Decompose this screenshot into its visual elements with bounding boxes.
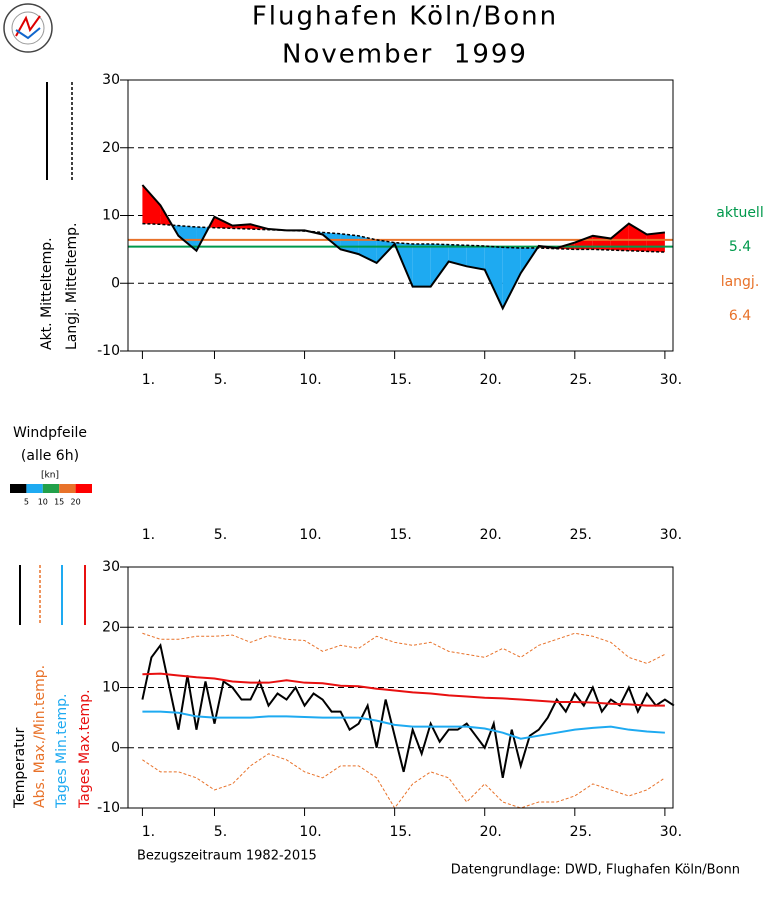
colorbar-segment bbox=[59, 484, 76, 493]
colorbar-segment bbox=[42, 484, 60, 493]
x-tick-label: 30. bbox=[660, 824, 682, 840]
chart-subtitle: November 1999 bbox=[282, 40, 528, 70]
series-line bbox=[142, 753, 666, 809]
wind-unit: [kn] bbox=[41, 471, 59, 481]
x-tick-label: 5. bbox=[214, 372, 227, 388]
x-tick-label: 15. bbox=[390, 372, 412, 388]
source: Datengrundlage: DWD, Flughafen Köln/Bonn bbox=[451, 863, 740, 878]
area-above bbox=[142, 185, 161, 225]
annotation-value: 5.4 bbox=[729, 239, 751, 255]
x-tick-label: 10. bbox=[299, 372, 321, 388]
area-above bbox=[646, 232, 665, 253]
series-line bbox=[142, 632, 666, 664]
y-tick-label: 10 bbox=[102, 208, 120, 224]
plot-frame bbox=[127, 79, 674, 352]
area-below bbox=[178, 225, 197, 251]
x-tick-label: 1. bbox=[142, 527, 155, 543]
area-below bbox=[430, 243, 449, 287]
colorbar-tick: 20 bbox=[71, 498, 81, 507]
wind-title: Windpfeile bbox=[13, 425, 87, 441]
x-tick-label: 1. bbox=[142, 372, 155, 388]
logo-ring bbox=[3, 3, 53, 53]
y-tick-label: 10 bbox=[102, 680, 120, 696]
x-tick-label: 15. bbox=[390, 527, 412, 543]
x-tick-label: 10. bbox=[299, 527, 321, 543]
annotation-value: 6.4 bbox=[729, 308, 751, 324]
x-tick-label: 25. bbox=[570, 824, 592, 840]
x-tick-label: 10. bbox=[299, 824, 321, 840]
x-tick-label: 25. bbox=[570, 527, 592, 543]
y-tick-label: -10 bbox=[97, 343, 120, 359]
area-above bbox=[628, 223, 647, 252]
logo-red bbox=[15, 15, 41, 37]
chart-title: Flughafen Köln/Bonn bbox=[252, 2, 558, 32]
area-below bbox=[340, 233, 359, 255]
logo-blue bbox=[15, 27, 41, 40]
colorbar-segment bbox=[75, 484, 92, 493]
legend-label: Akt. Mitteltemp. bbox=[39, 237, 55, 350]
legend-label: Temperatur bbox=[12, 727, 28, 809]
annotation-label: aktuell bbox=[716, 205, 763, 221]
y-tick-label: 0 bbox=[111, 275, 120, 291]
legend-label: Abs. Max./Min.temp. bbox=[32, 665, 48, 808]
series-line bbox=[142, 222, 665, 253]
x-tick-label: 1. bbox=[142, 824, 155, 840]
logo bbox=[3, 3, 53, 53]
y-tick-label: -10 bbox=[97, 800, 120, 816]
plot-frame bbox=[127, 566, 674, 809]
y-tick-label: 30 bbox=[102, 72, 120, 88]
colorbar-tick: 15 bbox=[54, 498, 64, 507]
legend-label: Tages Max.temp. bbox=[77, 689, 93, 809]
footnote: Bezugszeitraum 1982-2015 bbox=[137, 849, 317, 864]
area-below bbox=[448, 244, 467, 267]
x-tick-label: 25. bbox=[570, 372, 592, 388]
area-below bbox=[466, 245, 485, 270]
y-tick-label: 20 bbox=[102, 619, 120, 635]
area-below bbox=[412, 243, 431, 287]
y-tick-label: 20 bbox=[102, 140, 120, 156]
colorbar-segment bbox=[26, 484, 43, 493]
logo-inner bbox=[11, 11, 45, 45]
y-tick-label: 30 bbox=[102, 559, 120, 575]
x-tick-label: 20. bbox=[480, 527, 502, 543]
series-line bbox=[141, 642, 675, 779]
colorbar-tick: 10 bbox=[38, 498, 48, 507]
area-above bbox=[610, 223, 629, 251]
series-line bbox=[142, 672, 665, 707]
area-below bbox=[502, 247, 521, 309]
x-tick-label: 20. bbox=[480, 372, 502, 388]
colorbar-segment bbox=[10, 484, 27, 493]
legend-label: Langj. Mitteltemp. bbox=[64, 223, 80, 350]
area-below bbox=[484, 245, 503, 309]
annotation-label: langj. bbox=[721, 274, 760, 290]
x-tick-label: 20. bbox=[480, 824, 502, 840]
x-tick-label: 5. bbox=[214, 527, 227, 543]
legend-label: Tages Min.temp. bbox=[54, 694, 70, 809]
wind-subtitle: (alle 6h) bbox=[21, 448, 79, 464]
colorbar-tick: 5 bbox=[24, 498, 29, 507]
x-tick-label: 30. bbox=[660, 527, 682, 543]
series-line bbox=[142, 710, 665, 740]
x-tick-label: 30. bbox=[660, 372, 682, 388]
x-tick-label: 15. bbox=[390, 824, 412, 840]
x-tick-label: 5. bbox=[214, 824, 227, 840]
series-line bbox=[141, 184, 666, 311]
y-tick-label: 0 bbox=[111, 740, 120, 756]
